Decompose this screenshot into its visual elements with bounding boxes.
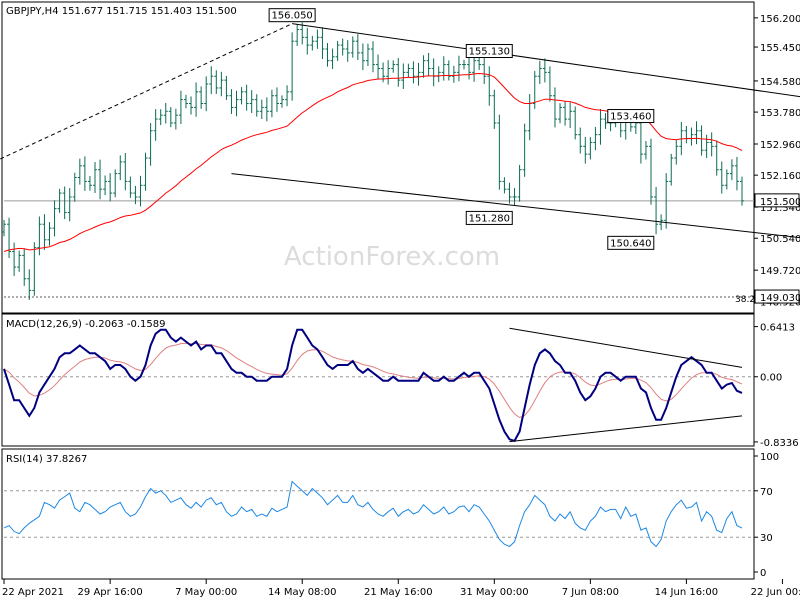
x-tick-label: 7 May 00:00: [175, 587, 237, 598]
x-tick-label: 29 Apr 16:00: [78, 587, 143, 598]
macd-y-tick-label: 0.6413: [760, 323, 795, 334]
price-annotation-box: [465, 210, 513, 225]
x-tick-label: 14 Jun 16:00: [655, 587, 719, 598]
watermark: ActionForex.com: [284, 242, 500, 272]
fib-level-label: 38.2: [735, 295, 755, 305]
trendline-upper-channel: [0, 23, 293, 160]
macd-y-tick-label: -0.8336: [760, 438, 799, 449]
macd-upper-trendline: [509, 327, 743, 368]
price-y-tick-label: 151.340: [760, 203, 800, 214]
price-y-tick-label: 152.960: [760, 140, 800, 151]
price-annotation-label: 155.130: [469, 47, 510, 58]
price-annotation-box: [465, 44, 513, 59]
x-tick-label: 22 Apr 2021: [2, 587, 64, 598]
price-annotation-label: 153.460: [610, 112, 651, 123]
rsi-y-tick-label: 30: [760, 533, 773, 544]
macd-line: [3, 328, 743, 443]
macd-panel: [3, 327, 754, 443]
macd-lower-trendline: [509, 415, 743, 443]
rsi-y-tick-label: 100: [760, 452, 779, 463]
rsi-line: [3, 480, 743, 548]
rsi-y-tick-label: 70: [760, 487, 773, 498]
x-tick-label: 21 May 16:00: [364, 587, 433, 598]
current-price-box: [754, 193, 800, 208]
price-annotation-box: [607, 235, 655, 250]
x-tick-label: 31 May 00:00: [460, 587, 529, 598]
price-y-tick-label: 155.450: [760, 43, 800, 54]
rsi-panel-header: RSI(14) 37.8267: [6, 454, 87, 465]
macd-panel-header: MACD(12,26,9) -0.2063 -0.1589: [6, 319, 166, 330]
x-tick-label: 22 Jun 00:00: [751, 587, 800, 598]
price-panel-frame: [1, 1, 755, 314]
x-tick-label: 14 May 08:00: [268, 587, 337, 598]
macd-y-tick-label: 0.00: [760, 373, 782, 384]
price-annotation-box: [268, 8, 316, 23]
trendline-falling-top: [292, 23, 800, 98]
axes: 22 Apr 2021 29 Apr 16:00 7 May 00:00 14 May…: [2, 14, 800, 598]
rsi-y-tick-label: 0: [760, 568, 766, 579]
trendline-falling-bottom: [231, 173, 800, 239]
price-annotation-label: 151.280: [469, 213, 510, 224]
price-y-tick-label: 150.540: [760, 234, 800, 245]
price-y-tick-label: 152.160: [760, 171, 800, 182]
price-y-tick-label: 149.720: [760, 266, 800, 277]
macd-panel-frame: [1, 313, 755, 447]
price-annotation-label: 150.640: [610, 238, 651, 249]
support-price-box: [754, 289, 800, 304]
price-annotation-label: 156.050: [271, 11, 312, 22]
price-annotation-box: [607, 109, 655, 124]
x-tick-label: 7 Jun 08:00: [562, 587, 619, 598]
support-price-label: 149.030: [760, 293, 800, 304]
current-price-label: 151.500: [760, 197, 800, 208]
rsi-panel: [3, 480, 754, 548]
price-y-tick-label: 154.580: [760, 77, 800, 88]
price-panel: 38.2 156.050 155.130 151.280 153.460 150.640: [0, 8, 800, 305]
price-panel-header: GBPJPY,H4 151.677 151.715 151.403 151.50…: [6, 6, 237, 17]
price-y-tick-label: 153.780: [760, 108, 800, 119]
price-y-tick-label: 156.200: [760, 14, 800, 25]
